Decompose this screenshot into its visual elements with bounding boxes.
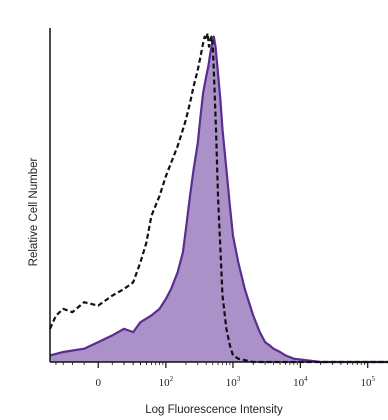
- y-axis-label: Relative Cell Number: [28, 158, 40, 267]
- series-0-outline: [49, 35, 388, 364]
- series-0-fill: [50, 36, 388, 362]
- x-tick-label: 104: [293, 375, 308, 389]
- x-axis-tick-labels: 0 102 103 104 105: [95, 375, 375, 389]
- x-tick-label: 103: [226, 375, 241, 389]
- series-1-dashed-line: [48, 32, 388, 364]
- x-axis-label: Log Fluorescence Intensity: [145, 404, 283, 416]
- x-tick-label: 105: [360, 375, 375, 389]
- x-tick-label: 0: [95, 377, 101, 389]
- plot-area: [48, 28, 388, 364]
- x-tick-label: 102: [159, 375, 174, 389]
- x-axis-ticks: [55, 362, 369, 368]
